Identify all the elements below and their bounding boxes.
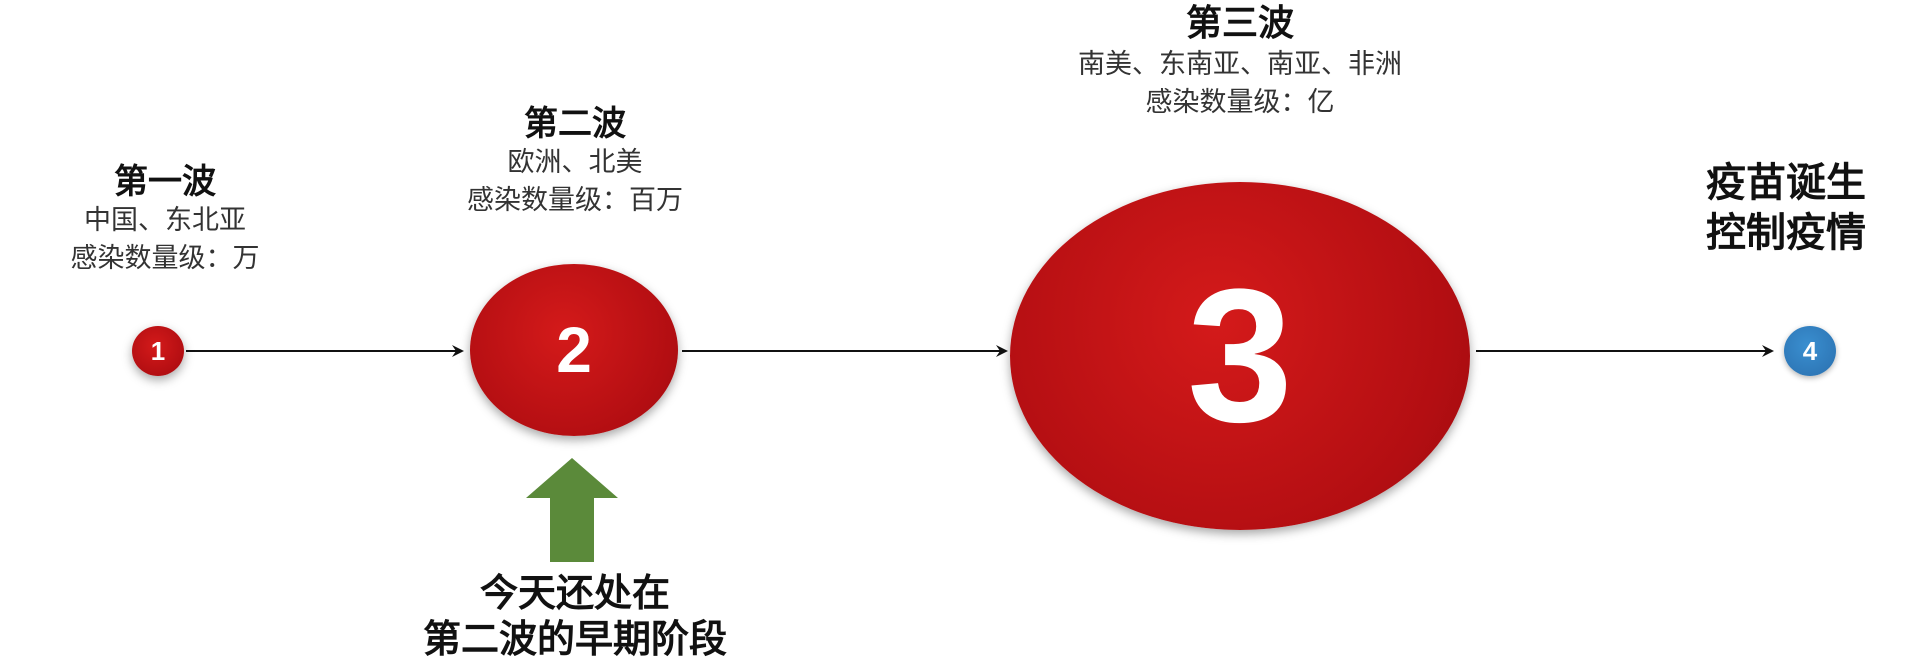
wave-1-number: 1 (150, 335, 166, 366)
wave-1-circle: 1 (132, 326, 184, 376)
final-line-1: 疫苗诞生 (1706, 160, 1866, 206)
wave-3-label: 第三波 南美、东南亚、南亚、非洲 感染数量级：亿 (960, 2, 1520, 122)
marker-label: 今天还处在 第二波的早期阶段 (330, 570, 820, 662)
final-number: 4 (1802, 335, 1818, 366)
wave-2-region: 欧洲、北美 (507, 147, 643, 178)
marker-line-2: 第二波的早期阶段 (422, 617, 727, 661)
marker-line-1: 今天还处在 (479, 571, 670, 615)
final-circle: 4 (1784, 326, 1836, 376)
final-label: 疫苗诞生 控制疫情 (1656, 158, 1916, 258)
final-line-2: 控制疫情 (1706, 210, 1866, 256)
wave-2-number: 2 (556, 314, 592, 386)
wave-2-label: 第二波 欧洲、北美 感染数量级：百万 (385, 104, 765, 220)
wave-3-scale: 感染数量级：亿 (1145, 87, 1335, 118)
wave-1-label: 第一波 中国、东北亚 感染数量级：万 (0, 162, 330, 278)
wave-2-circle: 2 (470, 264, 678, 436)
wave-3-title: 第三波 (1185, 3, 1294, 44)
wave-3-region: 南美、东南亚、南亚、非洲 (1078, 49, 1402, 80)
up-arrow-icon (526, 458, 618, 562)
wave-2-scale: 感染数量级：百万 (467, 185, 683, 216)
wave-1-region: 中国、东北亚 (84, 205, 246, 236)
wave-1-title: 第一波 (114, 162, 216, 202)
wave-3-number: 3 (1187, 250, 1293, 462)
wave-2-title: 第二波 (524, 104, 626, 144)
wave-3-circle: 3 (1010, 182, 1470, 530)
wave-1-scale: 感染数量级：万 (70, 243, 260, 274)
